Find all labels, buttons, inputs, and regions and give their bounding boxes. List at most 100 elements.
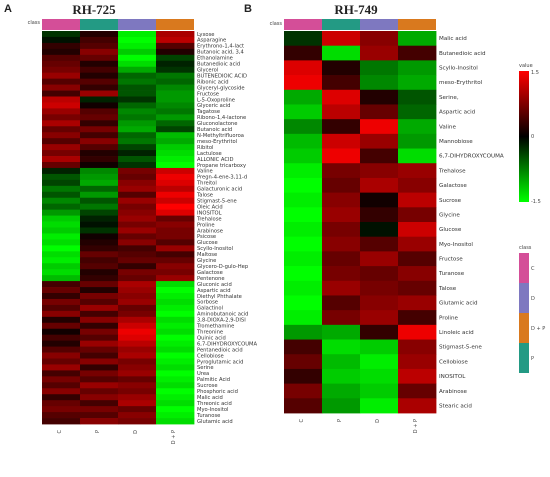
heatmap-cell xyxy=(118,293,157,300)
heatmap-cell xyxy=(398,251,437,267)
row-label: L-5-Oxoproline xyxy=(197,97,235,103)
heatmap-cell xyxy=(156,209,195,216)
heatmap-cell xyxy=(118,346,157,353)
row-label: Malic acid xyxy=(439,36,467,42)
heatmap-cell xyxy=(156,406,195,413)
row-label: Valine xyxy=(197,169,213,175)
heatmap-cell xyxy=(118,358,157,365)
heatmap-cell xyxy=(118,269,157,276)
row-label: Glutamic acid xyxy=(197,419,233,425)
heatmap-cell xyxy=(118,36,157,44)
heatmap-cell xyxy=(42,185,81,193)
heatmap-cell xyxy=(80,42,119,50)
heatmap-cell xyxy=(322,45,361,61)
row-label: Lactulose xyxy=(197,151,222,157)
heatmap-cell xyxy=(42,263,81,270)
heatmap-cell xyxy=(322,368,361,385)
heatmap-cell xyxy=(360,383,399,399)
heatmap-cell xyxy=(118,132,157,139)
heatmap-cell xyxy=(284,354,323,370)
heatmap-cell xyxy=(80,245,119,252)
heatmap-cell xyxy=(118,185,157,193)
heatmap-cell xyxy=(156,96,195,103)
heatmap-cell xyxy=(284,236,323,252)
row-label: Glycine xyxy=(439,212,460,218)
heatmap-cell xyxy=(360,119,399,135)
column-label: D xyxy=(375,419,381,423)
heatmap-cell xyxy=(322,119,361,135)
heatmap-cell xyxy=(398,354,437,370)
row-label: Psicose xyxy=(197,234,216,240)
row-label: Stearic acid xyxy=(439,403,472,409)
row-label: Pentenone xyxy=(197,276,225,282)
heatmap-cell xyxy=(322,266,361,282)
heatmap-cell xyxy=(42,215,81,222)
row-label: Oleic Acid xyxy=(197,204,223,210)
heatmap-cell xyxy=(284,339,323,355)
heatmap-cell xyxy=(360,339,399,355)
row-label: Talose xyxy=(438,286,457,292)
heatmap-cell xyxy=(360,148,399,164)
heatmap-cell xyxy=(80,162,119,169)
row-label: Myo-Inositol xyxy=(197,407,228,413)
heatmap-cell xyxy=(80,376,119,383)
row-label: Fructose xyxy=(439,257,463,263)
heatmap-cell xyxy=(118,263,157,270)
heatmap-cell xyxy=(156,358,195,365)
heatmap-cell xyxy=(80,215,119,222)
heatmap-cell xyxy=(398,339,437,355)
heatmap-cell xyxy=(398,163,437,179)
heatmap-cell xyxy=(156,84,195,91)
heatmap-cell xyxy=(80,185,119,193)
heatmap-cell xyxy=(360,192,399,208)
heatmap-cell xyxy=(284,280,323,296)
panel-b-class-bar xyxy=(284,19,436,30)
row-label: Glyceryl-glycoside xyxy=(197,85,245,91)
heatmap-cell xyxy=(156,322,195,330)
row-label: Diethyl Phthalate xyxy=(197,294,242,300)
heatmap-cell xyxy=(42,382,81,389)
heatmap-cell xyxy=(284,324,323,340)
row-label: Threonine xyxy=(196,330,223,336)
class-legend: class C D D + P P xyxy=(519,245,545,373)
heatmap-cell xyxy=(42,42,81,50)
heatmap-cell xyxy=(156,293,195,300)
heatmap-cell xyxy=(42,78,81,85)
heatmap-cell xyxy=(80,394,119,401)
heatmap-cell xyxy=(42,114,81,121)
heatmap-cell xyxy=(156,185,195,193)
heatmap-cell xyxy=(284,177,323,194)
heatmap-cell xyxy=(398,192,437,208)
heatmap-cell xyxy=(118,138,157,145)
heatmap-cell xyxy=(156,287,195,294)
panel-b-col-labels: C P D D + P xyxy=(299,419,419,434)
heatmap-cell xyxy=(398,177,437,194)
heatmap-cell xyxy=(398,222,437,238)
heatmap-cell xyxy=(360,251,399,267)
heatmap-cell xyxy=(156,173,195,181)
heatmap-cell xyxy=(80,173,119,181)
heatmap-cell xyxy=(156,60,195,68)
heatmap-cell xyxy=(360,266,399,282)
heatmap-cell xyxy=(42,281,81,288)
heatmap-cell xyxy=(322,207,361,223)
panel-a-class-bar xyxy=(42,19,194,30)
heatmap-cell xyxy=(156,346,195,353)
row-label: Valine xyxy=(439,124,456,130)
class-bar-DP xyxy=(156,19,194,30)
row-label: Linoleic acid xyxy=(439,330,474,336)
heatmap-cell xyxy=(80,400,119,407)
heatmap-cell xyxy=(156,138,195,145)
heatmap-cell xyxy=(156,197,195,205)
row-label: Aminobutanoic acid xyxy=(197,312,248,318)
heatmap-cell xyxy=(398,75,437,91)
row-label: Mannobiose xyxy=(439,139,473,145)
panel-b-cells xyxy=(284,31,437,414)
heatmap-cell xyxy=(322,280,361,296)
heatmap-cell xyxy=(322,192,361,208)
heatmap-cell xyxy=(42,287,81,294)
row-label: Maltose xyxy=(197,252,217,258)
heatmap-cell xyxy=(118,126,157,133)
heatmap-cell xyxy=(42,233,81,240)
heatmap-cell xyxy=(42,191,81,199)
